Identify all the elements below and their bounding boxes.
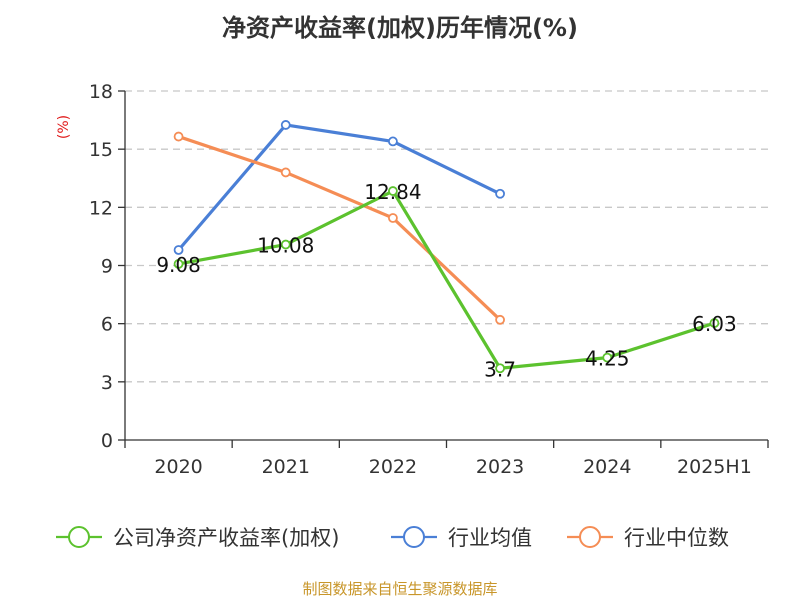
source-note: 制图数据来自恒生聚源数据库 <box>302 580 498 598</box>
series-lines <box>173 120 720 374</box>
data-point <box>280 120 291 130</box>
x-tick-label: 2022 <box>369 456 417 478</box>
data-point <box>280 167 291 178</box>
data-point <box>388 136 398 147</box>
y-tick-label: 0 <box>101 430 113 452</box>
x-tick-label: 2020 <box>154 456 202 478</box>
x-tick-label: 2025H1 <box>677 456 752 478</box>
x-tick-label: 2024 <box>583 456 631 478</box>
y-tick-label: 15 <box>89 139 113 161</box>
series-line <box>177 123 501 252</box>
legend-label: 行业中位数 <box>624 526 729 550</box>
data-point <box>280 239 291 250</box>
data-point <box>388 186 398 196</box>
axes: (%) 0 3 6 9 12 15 18 2020 2021 2022 2023 2024 2025H1 <box>56 81 769 478</box>
y-tick-label: 12 <box>89 197 113 219</box>
data-point <box>709 318 720 328</box>
x-tick-label: 2023 <box>476 456 524 478</box>
data-label: 9.08 <box>156 253 201 277</box>
chart-title: 净资产收益率(加权)历年情况(%) <box>222 14 578 42</box>
y-tick-label: 9 <box>101 256 113 278</box>
y-tick-label: 18 <box>89 81 113 103</box>
data-point <box>495 314 505 325</box>
legend-marker <box>403 526 425 548</box>
data-point <box>173 131 184 142</box>
data-point <box>602 352 613 363</box>
data-point <box>388 213 398 223</box>
legend-label: 行业均值 <box>448 526 532 550</box>
series-line <box>178 135 502 321</box>
data-label: 12.84 <box>364 180 421 204</box>
y-tick-label: 6 <box>101 314 113 336</box>
data-label: 10.08 <box>257 234 314 258</box>
legend-marker <box>579 526 601 548</box>
data-point <box>173 259 184 269</box>
data-label: 6.03 <box>692 312 737 336</box>
legend-label: 公司净资产收益率(加权) <box>113 526 339 550</box>
data-point <box>495 363 505 374</box>
y-axis-unit-label: (%) <box>56 115 72 139</box>
data-point <box>173 245 184 255</box>
data-label: 4.25 <box>585 347 630 371</box>
legend-marker <box>68 526 90 548</box>
y-tick-label: 3 <box>101 372 113 394</box>
data-labels: 9.08 10.08 12.84 3.7 4.25 6.03 <box>156 180 736 381</box>
data-label: 3.7 <box>484 357 516 381</box>
x-tick-label: 2021 <box>262 456 310 478</box>
legend: 公司净资产收益率(加权) 行业均值 行业中位数 <box>56 526 729 550</box>
series-line <box>178 189 715 370</box>
data-point <box>495 188 505 199</box>
